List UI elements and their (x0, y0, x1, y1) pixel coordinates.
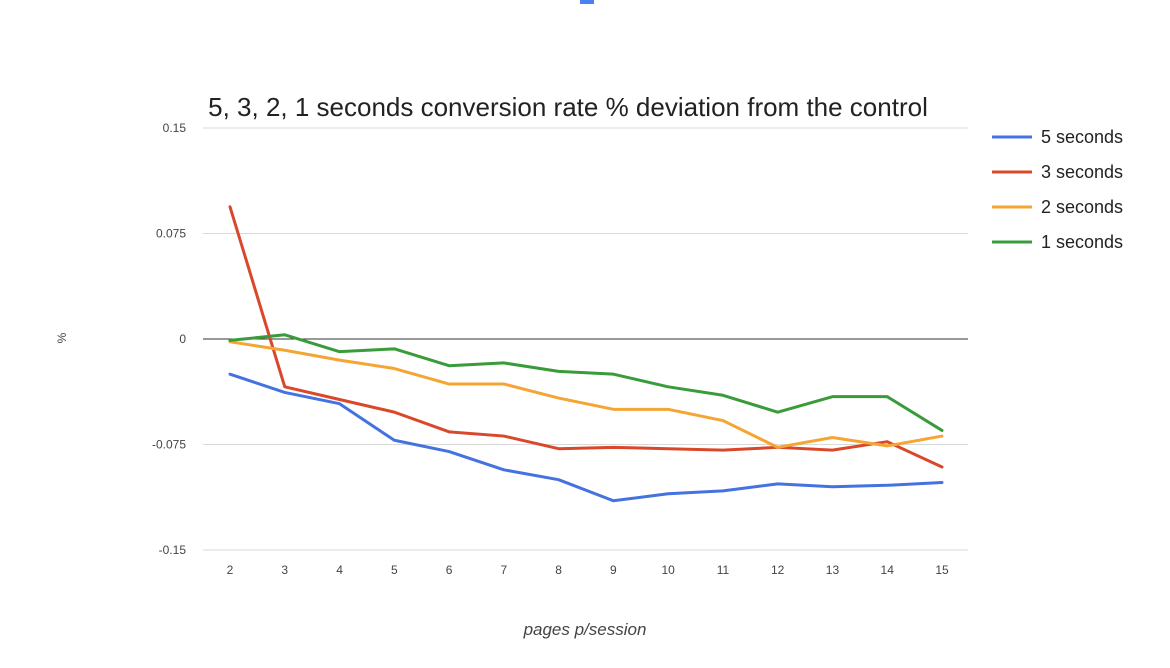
y-tick-label: 0.15 (163, 121, 187, 135)
series-lines (228, 205, 944, 503)
x-tick-label: 9 (610, 563, 617, 577)
series-line-2-seconds (228, 340, 944, 449)
x-tick-label: 6 (446, 563, 453, 577)
x-axis-ticks: 2 3 4 5 6 7 8 9 10 11 12 13 14 15 (227, 563, 949, 577)
y-axis-label: % (55, 332, 69, 343)
x-tick-label: 2 (227, 563, 234, 577)
chart-title: 5, 3, 2, 1 seconds conversion rate % dev… (208, 92, 928, 122)
series-line-1-seconds (228, 333, 944, 432)
legend-entry: 2 seconds (1041, 197, 1123, 217)
x-tick-label: 10 (661, 563, 675, 577)
legend: 5 seconds 3 seconds 2 seconds 1 seconds (992, 127, 1123, 252)
x-tick-label: 11 (717, 563, 730, 577)
y-axis-ticks: 0.15 0.075 0 -0.075 -0.15 (152, 121, 186, 557)
x-tick-label: 4 (336, 563, 343, 577)
gridlines (203, 127, 968, 551)
x-tick-label: 3 (281, 563, 288, 577)
x-tick-label: 15 (935, 563, 949, 577)
x-tick-label: 14 (881, 563, 895, 577)
y-tick-label: 0 (179, 332, 186, 346)
x-tick-label: 13 (826, 563, 840, 577)
y-tick-label: -0.075 (152, 438, 186, 452)
legend-entry: 3 seconds (1041, 162, 1123, 182)
y-tick-label: 0.075 (156, 227, 186, 241)
legend-entry: 1 seconds (1041, 232, 1123, 252)
x-tick-label: 7 (501, 563, 508, 577)
x-tick-label: 12 (771, 563, 785, 577)
y-tick-label: -0.15 (159, 543, 187, 557)
series-line-3-seconds (228, 205, 944, 469)
x-tick-label: 8 (555, 563, 562, 577)
series-line-5-seconds (228, 372, 944, 503)
top-blue-marker (580, 0, 594, 4)
x-tick-label: 5 (391, 563, 398, 577)
x-axis-label: pages p/session (523, 620, 647, 639)
legend-entry: 5 seconds (1041, 127, 1123, 147)
